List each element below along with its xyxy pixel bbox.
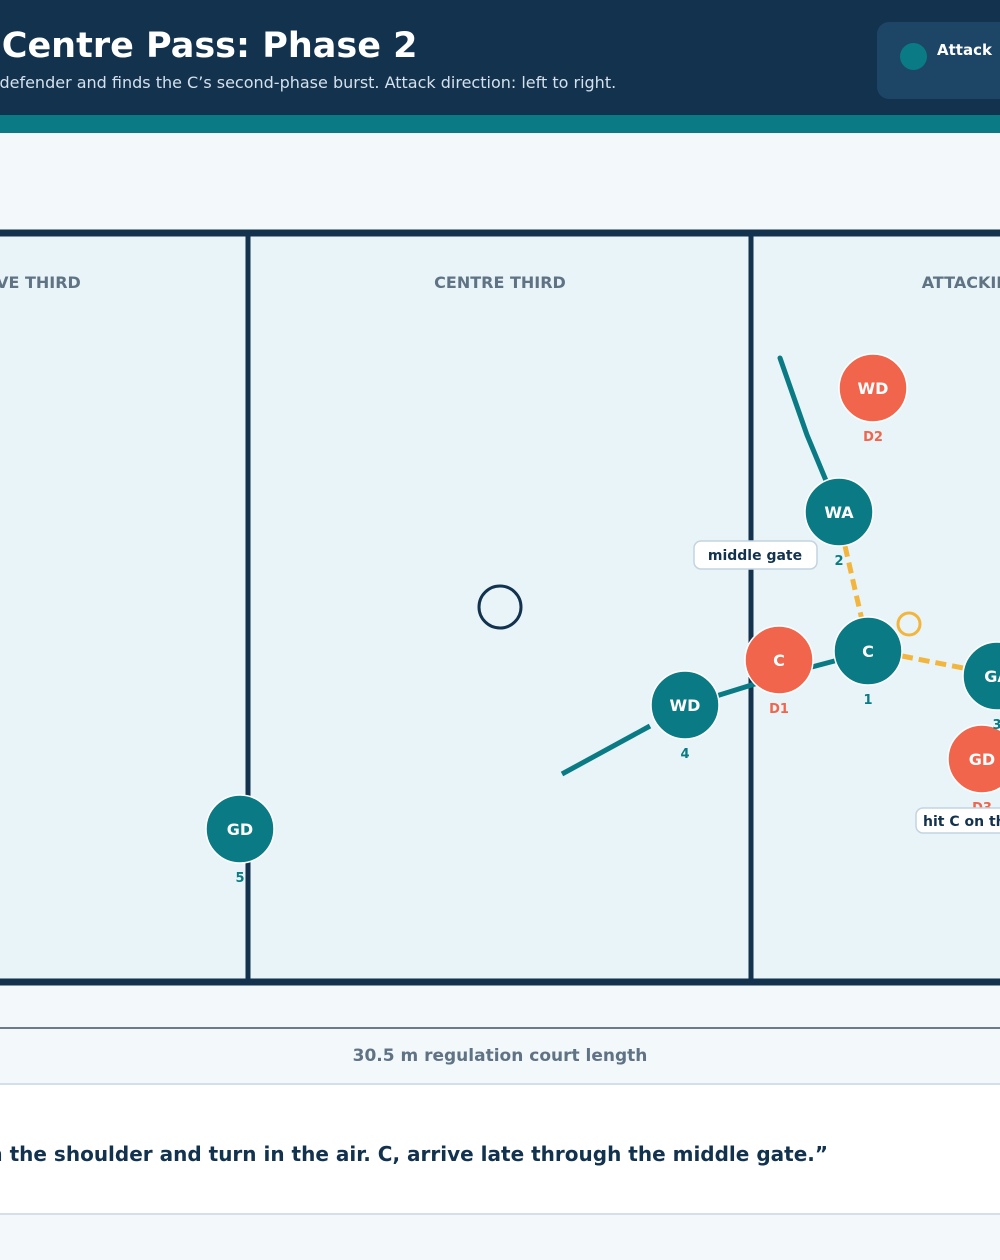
defender-c-tag: D1 (769, 702, 789, 717)
attacker-wd: WD 4 (650, 670, 720, 762)
defender-gd-code: GD (969, 750, 995, 769)
coach-cue-text: “GA, hit C on the shoulder and turn in t… (0, 1142, 828, 1166)
attacker-gd: GD 5 (205, 794, 275, 886)
wd-movement-path (560, 723, 652, 777)
attacker-wa: WA 2 (804, 477, 874, 569)
attack-legend-swatch (900, 43, 927, 70)
coach-cue-panel: “GA, hit C on the shoulder and turn in t… (0, 1085, 1000, 1215)
attack-legend-label: Attack (937, 41, 992, 59)
page-title: Break Centre Pass: Phase 2 (0, 26, 418, 66)
attacking-third-label: ATTACKING THIRD (922, 273, 1000, 292)
centre-circle (477, 584, 523, 630)
attacker-ga-number: 3 (992, 718, 1000, 733)
attacker-c-code: C (862, 642, 874, 661)
attacker-wa-number: 2 (834, 554, 843, 569)
court-surface (0, 233, 1000, 982)
attacker-ga-code: GA (984, 667, 1000, 686)
attacker-wd-code: WD (670, 696, 701, 715)
hit-c-label: hit C on the shoulder (923, 814, 1000, 830)
defender-c: C D1 (744, 625, 814, 717)
court-diagram: DEFENSIVE THIRD CENTRE THIRD ATTACKING T… (0, 229, 1000, 986)
hit-c-callout: hit C on the shoulder (915, 807, 1000, 834)
wa-movement-path (777, 355, 835, 498)
attacker-wa-code: WA (824, 503, 854, 522)
defensive-third-label: DEFENSIVE THIRD (0, 273, 81, 292)
attacker-gd-number: 5 (235, 871, 244, 886)
header: Break Centre Pass: Phase 2 …the baseline… (0, 0, 1000, 115)
defender-wd: WD D2 (838, 353, 908, 445)
attacker-c-number: 1 (863, 693, 872, 708)
pass-option-c-to-ga (901, 653, 964, 671)
defender-c-code: C (773, 651, 785, 670)
pass-option-c-to-wa (842, 545, 865, 621)
defender-wd-tag: D2 (863, 430, 883, 445)
attacker-ga: GA 3 (962, 641, 1000, 733)
ball-marker (896, 611, 922, 637)
centre-third-label: CENTRE THIRD (434, 273, 566, 292)
court-outline (0, 229, 1000, 986)
attacker-gd-code: GD (227, 820, 253, 839)
middle-gate-label: middle gate (708, 548, 802, 564)
legend: Attack (877, 22, 1000, 99)
defender-wd-code: WD (858, 379, 889, 398)
attacker-c: C 1 (833, 616, 903, 708)
accent-bar (0, 115, 1000, 133)
court-length-label: 30.5 m regulation court length (352, 1046, 648, 1066)
page-subtitle: …the baseline defender and finds the C’s… (0, 73, 617, 92)
attacker-wd-number: 4 (680, 747, 689, 762)
middle-gate-callout: middle gate (693, 540, 818, 570)
scale-band: 30.5 m regulation court length (0, 1027, 1000, 1085)
